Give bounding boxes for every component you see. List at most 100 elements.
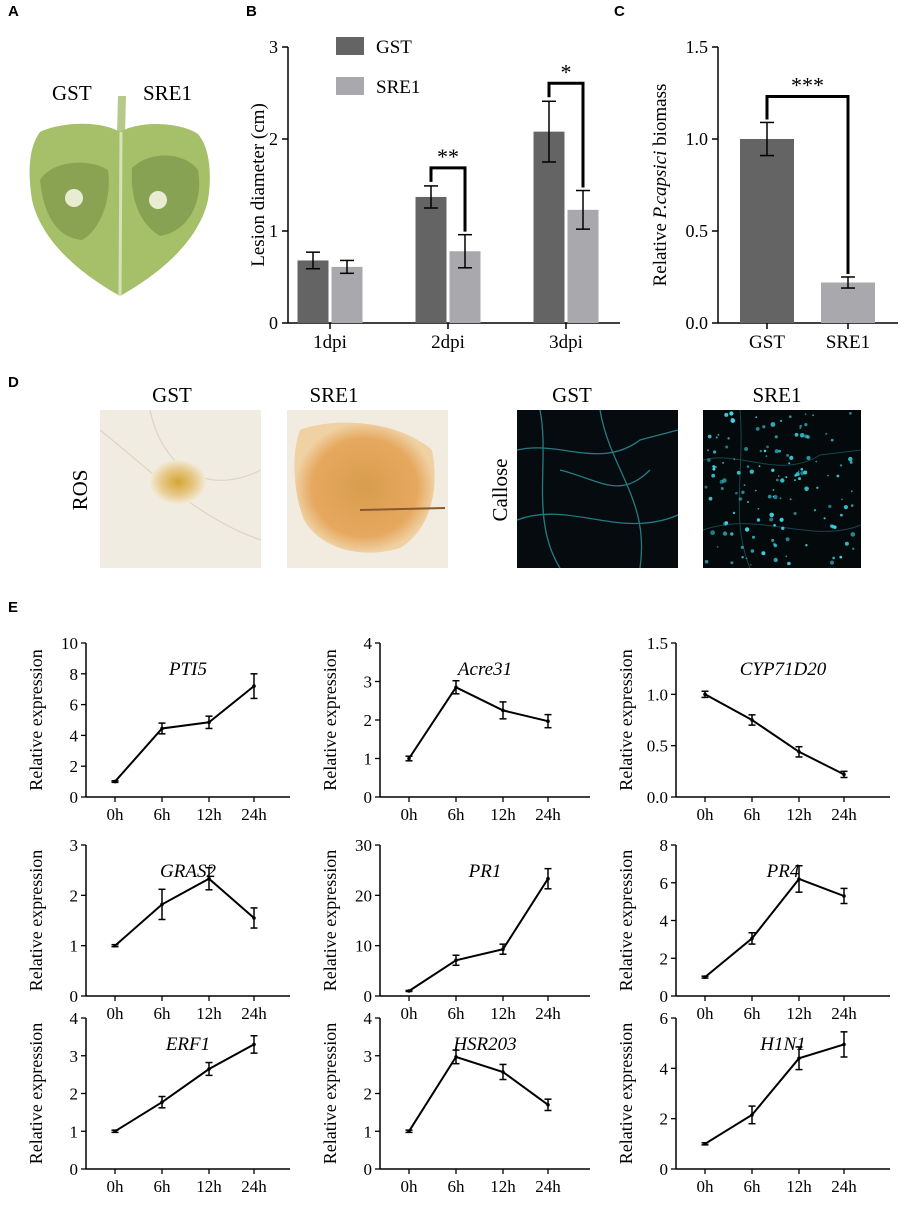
e-x-tick-label: 24h (535, 805, 561, 824)
b-bar-sre1-1dpi (331, 266, 363, 323)
callose-deposit (844, 541, 849, 546)
e-chart-title: H1N1 (759, 1034, 805, 1055)
e-y-axis-title: Relative expression (616, 850, 636, 991)
callose-deposit (778, 449, 782, 453)
e-chart-gras2: 0 1 2 3 0h 6h 12h 24h GRAS2 Relative expression (26, 836, 290, 1023)
b-y-tick-label: 0 (269, 313, 278, 333)
e-chart-cyp71d20: 0.0 0.5 1.0 1.5 0h 6h 12h 24h CYP71D20 Relative e… (616, 634, 890, 824)
e-data-point (842, 1042, 846, 1047)
e-data-point (207, 1067, 211, 1071)
e-data-point (842, 894, 846, 898)
b-y-tick-label: 3 (269, 37, 278, 57)
panel-a-label: A (8, 3, 19, 20)
d-col-gst-callose: GST (552, 383, 592, 407)
callose-deposit (832, 556, 836, 560)
b-significance-bracket (429, 166, 467, 232)
callose-deposit (816, 486, 819, 489)
callose-deposit (769, 517, 774, 522)
callose-deposit (707, 458, 711, 462)
e-x-tick-label: 24h (831, 805, 857, 824)
callose-deposit (730, 417, 733, 420)
e-data-point (797, 877, 801, 881)
e-y-axis-title: Relative expression (320, 1023, 340, 1164)
callose-deposit (779, 419, 783, 423)
c-bar-gst (740, 139, 794, 323)
c-y-axis-title: Relative P.capsici biomass (650, 84, 671, 287)
e-chart-title: PR1 (468, 861, 502, 882)
callose-deposit (836, 474, 840, 478)
callose-deposit (779, 497, 782, 500)
leaf-petiole (117, 96, 126, 135)
callose-deposit (806, 455, 811, 461)
callose-deposit (733, 458, 736, 461)
e-x-tick-label: 12h (786, 805, 812, 824)
callose-deposit (712, 465, 716, 468)
e-data-point (501, 1070, 505, 1074)
e-y-axis-title: Relative expression (616, 1023, 636, 1164)
e-x-tick-label: 6h (448, 1177, 466, 1196)
b-bar-gst-1dpi (297, 260, 329, 323)
callose-deposit (774, 449, 779, 454)
callose-deposit (789, 415, 792, 419)
e-y-tick-label: 0 (364, 1160, 373, 1179)
e-chart-pr1: 0 10 20 30 0h 6h 12h 24h PR1 Relative expression (320, 836, 590, 1023)
callose-deposit (712, 467, 716, 471)
b-significance-bracket (547, 81, 585, 188)
c-y-axis-title-suffix: biomass (650, 84, 671, 151)
callose-deposit (772, 542, 776, 546)
e-data-point (546, 876, 550, 881)
callose-deposit (839, 555, 843, 559)
e-data-point (501, 947, 505, 951)
callose-deposit (759, 449, 762, 453)
callose-deposit (767, 494, 772, 499)
e-data-point (207, 876, 211, 881)
e-data-point (160, 1100, 164, 1104)
callose-deposit (766, 445, 769, 449)
e-series-line (408, 878, 549, 992)
callose-deposit (798, 477, 801, 481)
e-data-point (546, 1103, 550, 1107)
e-x-tick-label: 24h (241, 805, 267, 824)
b-y-tick-label: 1 (269, 221, 278, 241)
callose-deposit (773, 524, 776, 527)
leaf-label-gst: GST (52, 81, 92, 105)
b-significance-mark: * (561, 59, 572, 84)
e-y-tick-label: 1.0 (647, 685, 668, 704)
e-y-tick-label: 4 (364, 1009, 373, 1028)
e-x-tick-label: 0h (401, 805, 419, 824)
e-x-tick-label: 24h (535, 1004, 561, 1023)
callose-deposit (804, 423, 808, 427)
e-y-tick-label: 6 (660, 1009, 669, 1028)
e-y-tick-label: 8 (70, 665, 79, 684)
e-data-point (703, 692, 707, 697)
e-data-point (113, 943, 117, 948)
e-chart-title: CYP71D20 (740, 659, 827, 680)
callose-deposit (850, 532, 856, 537)
e-data-point (797, 750, 801, 754)
e-y-tick-label: 2 (70, 886, 79, 905)
callose-deposit (744, 527, 750, 532)
callose-deposit (805, 544, 808, 547)
callose-deposit (738, 497, 743, 501)
callose-deposit (779, 517, 784, 522)
callose-deposit (736, 470, 741, 475)
e-series-line (114, 685, 255, 783)
e-x-tick-label: 6h (448, 1004, 466, 1023)
e-y-tick-label: 1 (364, 1122, 373, 1141)
callose-deposit (841, 498, 843, 501)
callose-deposit (730, 532, 734, 536)
callose-deposit (849, 460, 853, 464)
callose-deposit (848, 456, 853, 462)
e-y-tick-label: 0.5 (647, 737, 668, 756)
e-y-tick-label: 3 (70, 836, 79, 855)
e-series-line (408, 686, 549, 760)
callose-deposit (785, 555, 788, 558)
callose-deposit (786, 454, 789, 457)
e-x-tick-label: 12h (490, 805, 516, 824)
c-y-tick-label: 1.0 (686, 129, 709, 149)
d-col-gst-ros: GST (152, 383, 192, 407)
e-x-tick-label: 0h (697, 1004, 715, 1023)
leaf-label-sre1: SRE1 (143, 81, 192, 105)
callose-deposit (789, 498, 792, 501)
